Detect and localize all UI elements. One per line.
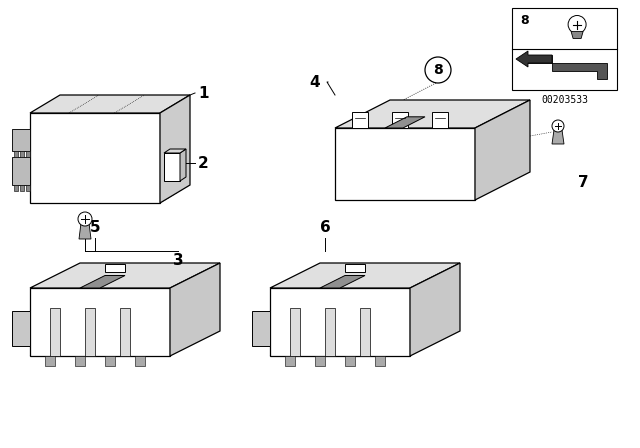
Circle shape [78, 212, 92, 226]
Polygon shape [410, 263, 460, 356]
Polygon shape [105, 356, 115, 366]
Polygon shape [285, 356, 295, 366]
Polygon shape [315, 356, 325, 366]
Polygon shape [75, 356, 85, 366]
Polygon shape [360, 308, 370, 356]
Polygon shape [135, 356, 145, 366]
Polygon shape [325, 308, 335, 356]
Polygon shape [524, 55, 607, 79]
Text: 2: 2 [198, 155, 209, 171]
Polygon shape [252, 311, 270, 346]
Text: 00203533: 00203533 [541, 95, 588, 105]
Text: 1: 1 [198, 86, 209, 100]
Circle shape [425, 57, 451, 83]
Text: 7: 7 [578, 175, 589, 190]
Polygon shape [160, 95, 190, 203]
Polygon shape [79, 223, 91, 239]
Polygon shape [335, 128, 475, 200]
Polygon shape [552, 130, 564, 144]
Polygon shape [180, 149, 186, 181]
Polygon shape [50, 308, 60, 356]
Polygon shape [475, 100, 530, 200]
Polygon shape [30, 263, 220, 288]
Polygon shape [345, 263, 365, 271]
Polygon shape [20, 151, 24, 157]
Text: 6: 6 [319, 220, 330, 235]
Polygon shape [30, 288, 170, 356]
Polygon shape [270, 288, 410, 356]
Polygon shape [392, 112, 408, 128]
Polygon shape [320, 276, 365, 288]
Polygon shape [105, 263, 125, 271]
Polygon shape [20, 185, 24, 191]
Polygon shape [85, 308, 95, 356]
Polygon shape [80, 276, 125, 288]
Polygon shape [170, 263, 220, 356]
Polygon shape [352, 112, 368, 128]
Polygon shape [385, 117, 425, 128]
Polygon shape [45, 356, 55, 366]
Text: 8: 8 [433, 63, 443, 77]
Bar [512, 8, 617, 90]
Text: 3: 3 [173, 253, 183, 268]
Polygon shape [164, 153, 180, 181]
Polygon shape [571, 31, 583, 39]
Text: 8: 8 [520, 14, 529, 27]
Polygon shape [164, 149, 186, 153]
Polygon shape [516, 51, 552, 67]
Polygon shape [432, 112, 448, 128]
Circle shape [552, 120, 564, 132]
Polygon shape [26, 151, 30, 157]
Polygon shape [14, 185, 18, 191]
Text: 4: 4 [309, 74, 320, 90]
Text: 5: 5 [90, 220, 100, 235]
Polygon shape [12, 157, 30, 185]
Polygon shape [120, 308, 130, 356]
Polygon shape [14, 151, 18, 157]
Polygon shape [12, 311, 30, 346]
Polygon shape [335, 100, 530, 128]
Polygon shape [30, 95, 190, 113]
Polygon shape [270, 263, 460, 288]
Circle shape [568, 16, 586, 34]
Polygon shape [375, 356, 385, 366]
Polygon shape [12, 129, 30, 151]
Polygon shape [345, 356, 355, 366]
Polygon shape [290, 308, 300, 356]
Polygon shape [26, 185, 30, 191]
Polygon shape [30, 113, 160, 203]
